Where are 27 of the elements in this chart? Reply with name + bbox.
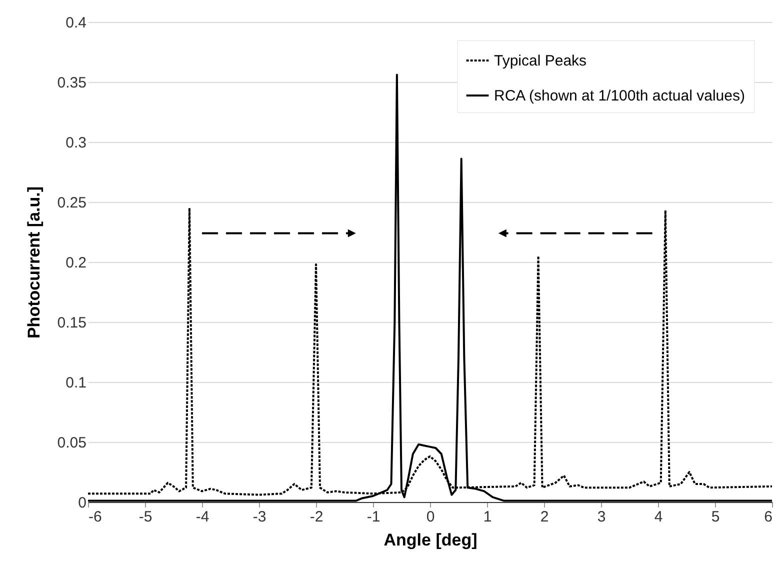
y-tick-label: 0.35 <box>57 74 86 92</box>
x-tick-label: -3 <box>252 508 266 526</box>
y-tick-label: 0.1 <box>66 374 86 392</box>
y-tick-label: 0.2 <box>66 254 86 272</box>
x-tick-label: -2 <box>310 508 324 526</box>
x-tick-label: -1 <box>366 508 380 526</box>
x-tick-label: 0 <box>426 508 435 526</box>
x-tick-label: 3 <box>597 508 606 526</box>
x-tick-label: 5 <box>711 508 720 526</box>
y-tick-label: 0.4 <box>66 14 86 32</box>
x-tick-label: 4 <box>654 508 663 526</box>
y-tick-label: 0.05 <box>57 434 86 452</box>
line-series <box>88 74 772 502</box>
y-tick-label: 0.25 <box>57 194 86 212</box>
x-tick-label: -5 <box>138 508 152 526</box>
x-tick-label: 1 <box>483 508 492 526</box>
x-tick-label: 6 <box>764 508 772 526</box>
y-axis-title: Photocurrent [a.u.] <box>24 186 44 339</box>
x-tick-label: -6 <box>88 508 102 526</box>
legend-label: Typical Peaks <box>494 52 587 70</box>
y-tick-label: 0.15 <box>57 314 86 332</box>
y-tick-label: 0.3 <box>66 134 86 152</box>
legend-label: RCA (shown at 1/100th actual values) <box>494 88 745 104</box>
x-tick-label: 2 <box>540 508 549 526</box>
y-tick-label: 0 <box>78 494 86 512</box>
x-tick-label: -4 <box>196 508 210 526</box>
x-axis-title: Angle [deg] <box>384 530 478 550</box>
